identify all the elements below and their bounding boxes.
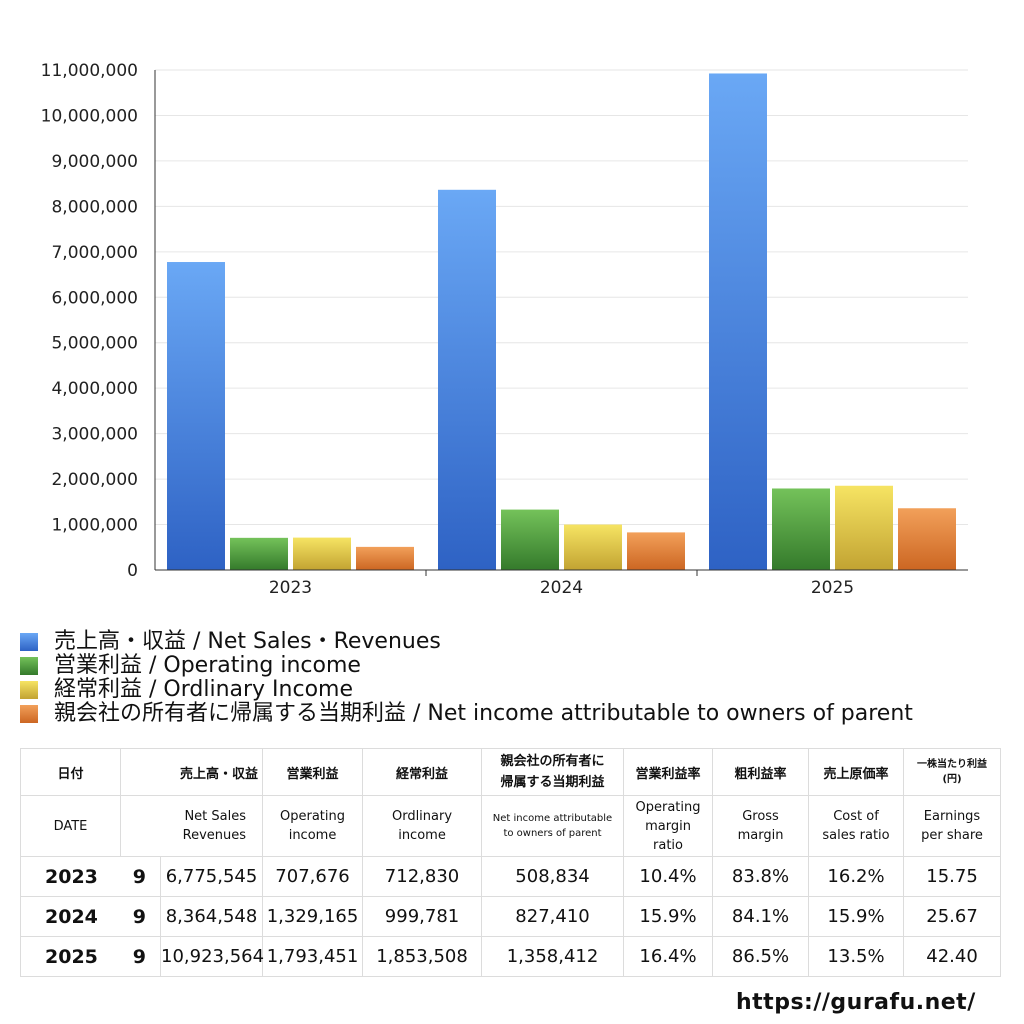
y-tick-label: 1,000,000 (51, 516, 138, 536)
y-tick-label: 5,000,000 (51, 334, 138, 354)
header-net-income-jp: 親会社の所有者に 帰属する当期利益 (481, 748, 625, 796)
legend-swatch (20, 657, 38, 675)
cell-gross-margin: 86.5% (712, 936, 810, 977)
y-tick-label: 3,000,000 (51, 425, 138, 445)
cell-operating-income: 707,676 (262, 856, 364, 897)
header-net-sales-en: Net Sales Revenues (119, 795, 264, 857)
bar-2024-series-1 (501, 509, 559, 570)
legend-item-ordinary-income: 経常利益 / Ordlinary Income (20, 678, 913, 702)
y-tick-label: 11,000,000 (41, 61, 138, 81)
bar-2025-series-0 (709, 73, 767, 570)
table-row: 2023 9 6,775,545 707,676 712,830 508,834… (20, 856, 1002, 897)
legend-label: 親会社の所有者に帰属する当期利益 / Net income attributab… (54, 701, 913, 726)
bar-2023-series-2 (293, 537, 351, 570)
cell-cost-ratio: 13.5% (808, 936, 905, 977)
header-net-sales-jp: 売上高・収益 (119, 748, 264, 796)
legend-label: 経常利益 / Ordlinary Income (54, 677, 353, 702)
y-tick-label: 8,000,000 (51, 197, 138, 217)
row-year: 2024 (20, 896, 121, 937)
bar-2025-series-1 (772, 488, 830, 570)
bar-2023-series-0 (167, 262, 225, 570)
table-row: 2024 9 8,364,548 1,329,165 999,781 827,4… (20, 896, 1002, 937)
cell-operating-income: 1,793,451 (262, 936, 364, 977)
bar-2023-series-3 (356, 546, 414, 570)
cell-operating-income: 1,329,165 (262, 896, 364, 937)
cell-net-sales: 10,923,564 (159, 936, 264, 977)
cell-cost-ratio: 16.2% (808, 856, 905, 897)
cell-net-income: 1,358,412 (481, 936, 625, 977)
header-operating-margin-en: Operating margin ratio (623, 795, 714, 857)
cell-operating-margin: 16.4% (623, 936, 714, 977)
header-cost-ratio-en: Cost of sales ratio (808, 795, 905, 857)
bar-2025-series-3 (898, 508, 956, 570)
row-month: 9 (120, 856, 161, 897)
table-row: 2025 9 10,923,564 1,793,451 1,853,508 1,… (20, 936, 1002, 977)
header-ordinary-income-jp: 経常利益 (362, 748, 483, 796)
header-date-jp: 日付 (20, 748, 121, 796)
header-gross-margin-en: Gross margin (712, 795, 810, 857)
cell-operating-margin: 10.4% (623, 856, 714, 897)
cell-gross-margin: 84.1% (712, 896, 810, 937)
legend-swatch (20, 681, 38, 699)
table-header-jp: 日付 売上高・収益 営業利益 経常利益 親会社の所有者に 帰属する当期利益 営業… (20, 748, 1002, 796)
legend-label: 売上高・収益 / Net Sales・Revenues (54, 629, 441, 654)
y-tick-label: 10,000,000 (41, 106, 138, 126)
cell-gross-margin: 83.8% (712, 856, 810, 897)
legend-swatch (20, 705, 38, 723)
bar-2023-series-1 (230, 537, 288, 570)
y-tick-label: 9,000,000 (51, 152, 138, 172)
header-cost-ratio-jp: 売上原価率 (808, 748, 905, 796)
legend-label: 営業利益 / Operating income (54, 653, 361, 678)
legend-item-operating-income: 営業利益 / Operating income (20, 654, 913, 678)
x-tick-label: 2024 (540, 578, 583, 598)
bar-2024-series-3 (627, 532, 685, 570)
header-eps-en: Earnings per share (903, 795, 1002, 857)
cell-net-sales: 6,775,545 (159, 856, 264, 897)
header-date-en: DATE (20, 795, 121, 857)
row-month: 9 (120, 896, 161, 937)
row-month: 9 (120, 936, 161, 977)
cell-net-income: 827,410 (481, 896, 625, 937)
table-header-en: DATE Net Sales Revenues Operating income… (20, 795, 1002, 857)
header-operating-income-jp: 営業利益 (262, 748, 364, 796)
y-tick-label: 4,000,000 (51, 379, 138, 399)
header-operating-income-en: Operating income (262, 795, 364, 857)
cell-eps: 25.67 (903, 896, 1002, 937)
x-tick-label: 2023 (269, 578, 312, 598)
bar-2025-series-2 (835, 485, 893, 570)
cell-ordinary-income: 712,830 (362, 856, 483, 897)
y-tick-label: 6,000,000 (51, 288, 138, 308)
bar-chart: 0 1,000,000 2,000,000 3,000,000 4,000,000 5,0… (41, 61, 968, 598)
cell-net-income: 508,834 (481, 856, 625, 897)
financial-table: 日付 売上高・収益 営業利益 経常利益 親会社の所有者に 帰属する当期利益 営業… (20, 748, 1002, 977)
y-tick-label: 0 (127, 561, 138, 581)
cell-eps: 42.40 (903, 936, 1002, 977)
legend-swatch (20, 633, 38, 651)
cell-operating-margin: 15.9% (623, 896, 714, 937)
y-tick-label: 7,000,000 (51, 243, 138, 263)
legend-item-net-sales: 売上高・収益 / Net Sales・Revenues (20, 630, 913, 654)
header-gross-margin-jp: 粗利益率 (712, 748, 810, 796)
header-ordinary-income-en: Ordlinary income (362, 795, 483, 857)
chart-legend: 売上高・収益 / Net Sales・Revenues 営業利益 / Opera… (20, 630, 913, 726)
source-url[interactable]: https://gurafu.net/ (736, 990, 976, 1015)
cell-net-sales: 8,364,548 (159, 896, 264, 937)
cell-ordinary-income: 999,781 (362, 896, 483, 937)
row-year: 2023 (20, 856, 121, 897)
row-year: 2025 (20, 936, 121, 977)
header-eps-jp: 一株当たり利益 (円) (903, 748, 1002, 796)
cell-cost-ratio: 15.9% (808, 896, 905, 937)
header-net-income-en: Net income attributable to owners of par… (481, 795, 625, 857)
cell-ordinary-income: 1,853,508 (362, 936, 483, 977)
bar-2024-series-2 (564, 524, 622, 570)
bar-2024-series-0 (438, 189, 496, 570)
cell-eps: 15.75 (903, 856, 1002, 897)
x-tick-label: 2025 (811, 578, 854, 598)
header-operating-margin-jp: 営業利益率 (623, 748, 714, 796)
y-tick-label: 2,000,000 (51, 470, 138, 490)
legend-item-net-income: 親会社の所有者に帰属する当期利益 / Net income attributab… (20, 702, 913, 726)
